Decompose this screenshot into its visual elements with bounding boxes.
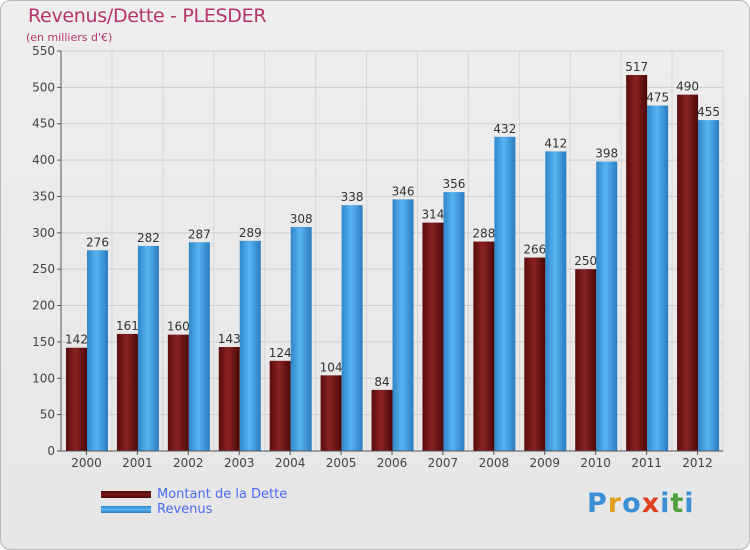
data-label-dette: 143	[218, 332, 241, 346]
data-label-dette: 250	[574, 254, 597, 268]
y-tick-label: 150	[32, 335, 55, 349]
bar-dette	[524, 257, 546, 451]
data-label-dette: 84	[374, 375, 389, 389]
data-label-dette: 160	[167, 320, 190, 334]
x-tick-label: 2010	[580, 456, 611, 470]
bar-revenus	[239, 240, 261, 451]
data-label-revenus: 346	[392, 184, 415, 198]
bar-revenus	[290, 227, 312, 451]
data-label-revenus: 287	[188, 227, 211, 241]
legend-label-revenus: Revenus	[157, 502, 213, 517]
logo-letter: i	[684, 488, 695, 519]
y-tick-label: 550	[32, 44, 55, 58]
data-label-dette: 288	[472, 227, 495, 241]
data-label-revenus: 289	[239, 226, 262, 240]
data-label-revenus: 338	[341, 190, 364, 204]
bar-revenus	[698, 120, 720, 451]
data-label-dette: 266	[523, 243, 546, 257]
x-tick-label: 2006	[377, 456, 408, 470]
y-tick-label: 250	[32, 262, 55, 276]
proxiti-logo: Proxiti	[587, 488, 695, 519]
bar-revenus	[341, 205, 363, 451]
legend-item-revenus: Revenus	[101, 502, 287, 517]
data-label-dette: 490	[676, 80, 699, 94]
bar-dette	[473, 241, 495, 451]
bar-dette	[116, 333, 138, 451]
legend-label-dette: Montant de la Dette	[157, 487, 288, 502]
bar-dette	[371, 389, 393, 451]
data-label-revenus: 398	[595, 147, 618, 161]
y-tick-label: 200	[32, 299, 55, 313]
data-label-revenus: 276	[86, 235, 109, 249]
legend-item-dette: Montant de la Dette	[101, 487, 287, 502]
bar-dette	[626, 75, 648, 451]
bar-dette	[66, 347, 87, 451]
bar-revenus	[647, 105, 669, 451]
data-label-dette: 161	[116, 319, 139, 333]
x-tick-label: 2009	[529, 456, 560, 470]
data-label-revenus: 455	[697, 105, 720, 119]
y-tick-label: 450	[32, 117, 55, 131]
bars: 142 276 161 282 160 287 143 289 124 308 104 338 84 34…	[65, 60, 720, 452]
x-tick-label: 2005	[326, 456, 357, 470]
data-label-revenus: 432	[493, 122, 516, 136]
data-label-revenus: 282	[137, 231, 160, 245]
logo-letter: o	[622, 488, 642, 519]
data-label-revenus: 308	[290, 212, 313, 226]
bar-revenus	[392, 199, 414, 451]
bar-revenus	[188, 242, 210, 451]
data-label-revenus: 412	[544, 136, 567, 150]
y-tick-label: 100	[32, 371, 55, 385]
data-label-dette: 104	[320, 360, 343, 374]
data-label-dette: 517	[625, 60, 648, 74]
logo-letter: x	[641, 488, 661, 519]
bar-revenus	[545, 151, 567, 451]
bar-revenus	[137, 245, 159, 451]
y-tick-label: 500	[32, 80, 55, 94]
x-tick-label: 2001	[122, 456, 153, 470]
axes: 0 50 100 150 200 250 300 350 400 450 500 550 2000 200…	[32, 44, 723, 470]
chart-title: Revenus/Dette - PLESDER	[28, 5, 267, 27]
logo-letter: P	[587, 488, 608, 519]
y-tick-label: 50	[40, 408, 55, 422]
bar-dette	[218, 347, 240, 451]
x-tick-label: 2002	[173, 456, 204, 470]
y-tick-label: 300	[32, 226, 55, 240]
bar-revenus	[494, 136, 516, 451]
data-label-dette: 142	[65, 333, 88, 347]
logo-letter: r	[607, 488, 623, 519]
y-tick-label: 0	[47, 444, 55, 458]
data-label-dette: 124	[269, 346, 292, 360]
bar-dette	[422, 222, 444, 451]
bar-dette	[269, 360, 291, 451]
chart-subtitle: (en milliers d'€)	[26, 31, 113, 44]
bar-dette	[575, 269, 597, 451]
x-tick-label: 2003	[224, 456, 255, 470]
logo-letter: t	[670, 488, 685, 519]
y-tick-label: 400	[32, 153, 55, 167]
y-tick-label: 350	[32, 189, 55, 203]
data-label-revenus: 356	[443, 177, 466, 191]
x-tick-label: 2008	[479, 456, 510, 470]
x-tick-label: 2011	[631, 456, 662, 470]
legend-swatch-revenus	[101, 506, 151, 513]
bar-dette	[677, 94, 699, 452]
data-label-dette: 314	[422, 208, 445, 222]
x-tick-label: 2012	[682, 456, 713, 470]
bar-revenus	[443, 192, 465, 451]
logo-letter: i	[660, 488, 671, 519]
bar-revenus	[596, 161, 618, 451]
data-label-revenus: 475	[646, 91, 669, 105]
x-tick-label: 2007	[428, 456, 459, 470]
bar-dette	[320, 375, 342, 451]
legend-swatch-dette	[101, 491, 151, 498]
x-tick-label: 2000	[71, 456, 102, 470]
x-tick-label: 2004	[275, 456, 306, 470]
bar-dette	[167, 334, 189, 451]
legend: Montant de la Dette Revenus	[101, 487, 287, 517]
bar-revenus	[87, 250, 108, 451]
